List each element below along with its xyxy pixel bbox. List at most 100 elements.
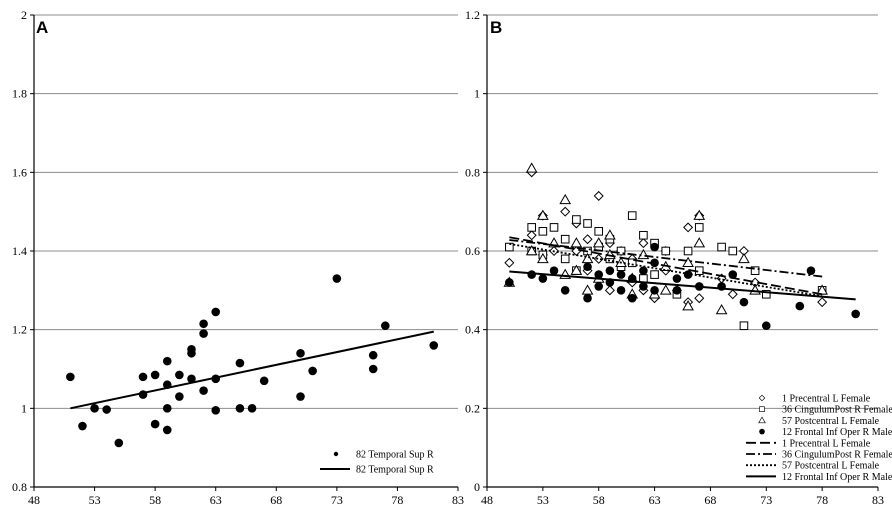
data-point: [581, 284, 594, 295]
data-point: [560, 234, 570, 244]
legend-label: 82 Temporal Sup R: [356, 450, 434, 461]
data-point: [749, 284, 761, 295]
data-point: [605, 266, 615, 275]
x-tick-label: 83: [452, 493, 464, 507]
data-point: [616, 286, 626, 295]
data-point: [187, 374, 196, 384]
panel-letter: B: [490, 18, 502, 37]
data-point: [593, 253, 604, 264]
data-point: [616, 246, 626, 256]
data-point: [505, 242, 514, 252]
data-point: [761, 321, 771, 331]
data-point: [536, 209, 549, 220]
y-tick-label: 1.4: [12, 244, 27, 258]
data-point: [727, 289, 738, 300]
data-point: [429, 341, 439, 350]
x-tick-label: 73: [760, 493, 772, 507]
x-tick-label: 68: [704, 493, 716, 507]
x-tick-label: 63: [210, 493, 222, 507]
data-point: [162, 356, 172, 366]
data-point: [650, 270, 659, 279]
data-point: [525, 244, 538, 256]
panel-a-chart: 0.8 1 1.2 1.4 1.6 1.8 2 48 53 58 63 68 73 78 83 A 82 Tem…: [12, 8, 464, 507]
x-tick-label: 68: [270, 493, 282, 507]
data-point: [639, 230, 648, 240]
data-point: [638, 238, 649, 249]
data-point: [527, 223, 536, 232]
data-point: [549, 266, 559, 275]
x-tick-label: 83: [872, 493, 884, 507]
data-point: [572, 215, 581, 224]
data-point: [235, 404, 245, 413]
data-point: [90, 404, 99, 413]
data-point: [162, 404, 172, 413]
y-tick-label: 1.2: [465, 8, 480, 22]
data-point: [851, 309, 860, 319]
data-point: [199, 319, 208, 329]
data-point: [175, 392, 184, 401]
panel-letter: A: [36, 18, 48, 37]
data-point: [505, 278, 514, 287]
y-tick-label: 0.6: [465, 244, 480, 258]
y-tick-label: 0.2: [465, 401, 480, 415]
data-point: [627, 211, 637, 220]
data-point: [694, 223, 704, 232]
data-point: [66, 372, 75, 382]
y-tick-label: 0.4: [465, 323, 480, 337]
y-tick-label: 1.6: [12, 165, 27, 179]
data-point: [683, 222, 694, 233]
x-tick-label: 63: [649, 493, 661, 507]
data-point: [583, 262, 592, 272]
data-point: [211, 406, 221, 415]
legend-label: 36 CingulumPost R Female: [782, 450, 892, 461]
x-tick-label: 73: [331, 493, 343, 507]
trendline: [509, 243, 823, 298]
legend-marker-symbol: [758, 416, 766, 424]
y-tick-label: 1: [21, 401, 27, 415]
legend-label: 12 Frontal Inf Oper R Male: [782, 427, 892, 438]
legend: 82 Temporal Sup R 82 Temporal Sup R: [320, 450, 434, 476]
legend-label: 1 Precentral L Female: [782, 438, 871, 449]
data-point: [717, 242, 726, 252]
legend-label: 12 Frontal Inf Oper R Male: [782, 472, 892, 483]
data-point: [199, 386, 208, 395]
data-point: [211, 307, 221, 317]
x-tick-label: 78: [391, 493, 403, 507]
data-point: [526, 230, 537, 241]
series-group: [503, 162, 829, 315]
data-point: [616, 270, 626, 279]
data-point: [604, 229, 616, 240]
data-point: [661, 246, 671, 256]
data-point: [525, 162, 538, 173]
data-point: [639, 282, 648, 291]
data-point: [560, 254, 570, 264]
data-point: [570, 237, 583, 248]
data-point: [504, 257, 515, 268]
trendline: [509, 270, 856, 301]
data-point: [538, 227, 548, 236]
data-point: [536, 252, 549, 264]
data-point: [187, 348, 196, 358]
data-point: [296, 348, 305, 358]
data-point: [817, 297, 828, 308]
data-point: [296, 392, 305, 401]
data-point: [604, 285, 615, 296]
legend-marker-symbol: [758, 394, 766, 402]
data-point: [549, 223, 559, 232]
panel-b-chart: 0 0.2 0.4 0.6 0.8 1 1.2 48 53 58 63 68 73 78 83 B 1 Prec…: [465, 8, 892, 507]
data-point: [559, 193, 572, 205]
data-point: [102, 405, 111, 414]
data-point: [627, 258, 637, 268]
data-point: [761, 289, 771, 299]
trendline: [70, 330, 434, 410]
data-point: [682, 256, 694, 268]
data-point: [672, 286, 682, 295]
data-point: [199, 329, 208, 338]
data-point: [739, 321, 749, 331]
data-point: [368, 350, 378, 360]
data-point: [693, 237, 706, 248]
data-point: [138, 372, 148, 382]
data-point: [560, 286, 570, 295]
data-point: [78, 421, 87, 431]
